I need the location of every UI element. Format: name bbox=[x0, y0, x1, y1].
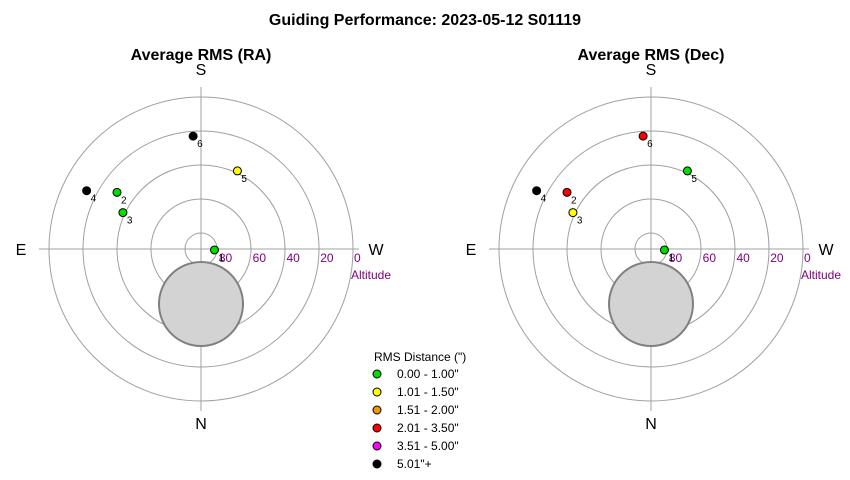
data-point-label: 3 bbox=[127, 216, 133, 227]
data-point bbox=[112, 187, 122, 197]
polar-chart-ra: Average RMS (RA)S N E W 80 60 40 20 0 Altitude 1 23… bbox=[16, 47, 392, 433]
data-point bbox=[232, 166, 242, 176]
legend-swatch bbox=[372, 423, 382, 433]
data-point-label: 2 bbox=[121, 195, 127, 206]
exclusion-zone bbox=[608, 261, 694, 347]
legend-swatch bbox=[372, 441, 382, 451]
compass-left: E bbox=[16, 242, 27, 259]
data-point bbox=[638, 131, 648, 141]
compass-bottom: N bbox=[645, 416, 657, 433]
altitude-tick-label: 40 bbox=[736, 251, 750, 265]
altitude-tick-label: 60 bbox=[253, 251, 267, 265]
altitude-tick-label: 60 bbox=[703, 251, 717, 265]
altitude-tick-label: 20 bbox=[770, 251, 784, 265]
legend-item-label: 1.51 - 2.00" bbox=[397, 403, 459, 417]
data-point-label: 4 bbox=[541, 194, 547, 205]
legend-swatch bbox=[372, 459, 382, 469]
data-point bbox=[209, 245, 219, 255]
data-point bbox=[188, 131, 198, 141]
legend-swatch bbox=[372, 405, 382, 415]
data-point-label: 2 bbox=[571, 195, 577, 206]
data-point bbox=[118, 208, 128, 218]
legend-item-label: 1.01 - 1.50" bbox=[397, 385, 459, 399]
data-point bbox=[82, 186, 92, 196]
altitude-tick-label: 20 bbox=[320, 251, 334, 265]
compass-top: S bbox=[196, 62, 207, 79]
data-point-label: 3 bbox=[577, 216, 583, 227]
altitude-axis-label: Altitude bbox=[351, 268, 391, 282]
legend-item-label: 5.01"+ bbox=[397, 457, 432, 471]
legend-item-label: 3.51 - 5.00" bbox=[397, 439, 459, 453]
data-point-label: 5 bbox=[241, 174, 247, 185]
compass-top: S bbox=[646, 62, 657, 79]
polar-chart-dec: Average RMS (Dec)S N E W 80 60 40 20 0 Altitude 1 2… bbox=[466, 47, 842, 433]
altitude-tick-label: 80 bbox=[669, 251, 683, 265]
data-point-label: 6 bbox=[197, 139, 203, 150]
altitude-tick-label: 40 bbox=[286, 251, 300, 265]
legend-swatch bbox=[372, 369, 382, 379]
compass-bottom: N bbox=[195, 416, 207, 433]
legend-item-label: 2.01 - 3.50" bbox=[397, 421, 459, 435]
data-point-label: 5 bbox=[691, 174, 697, 185]
data-point bbox=[568, 208, 578, 218]
data-point-label: 4 bbox=[91, 194, 97, 205]
legend: RMS Distance (") 0.00 - 1.00" 1.01 - 1.50"… bbox=[372, 350, 466, 471]
data-point bbox=[659, 245, 669, 255]
legend-item-label: 0.00 - 1.00" bbox=[397, 367, 459, 381]
compass-right: W bbox=[368, 242, 384, 259]
chart-title: Average RMS (Dec) bbox=[577, 47, 724, 64]
chart-title: Average RMS (RA) bbox=[131, 47, 272, 64]
figure-title: Guiding Performance: 2023-05-12 S01119 bbox=[269, 12, 581, 29]
data-point-label: 1 bbox=[668, 253, 674, 264]
altitude-tick-label: 80 bbox=[219, 251, 233, 265]
data-point-label: 6 bbox=[647, 139, 653, 150]
legend-swatch bbox=[372, 387, 382, 397]
data-point-label: 1 bbox=[218, 253, 224, 264]
compass-right: W bbox=[818, 242, 834, 259]
compass-left: E bbox=[466, 242, 477, 259]
data-point bbox=[562, 187, 572, 197]
exclusion-zone bbox=[158, 261, 244, 347]
altitude-tick-label: 0 bbox=[804, 251, 811, 265]
legend-title: RMS Distance (") bbox=[374, 350, 466, 364]
data-point bbox=[682, 166, 692, 176]
data-point bbox=[532, 186, 542, 196]
altitude-tick-label: 0 bbox=[354, 251, 361, 265]
altitude-axis-label: Altitude bbox=[801, 268, 841, 282]
